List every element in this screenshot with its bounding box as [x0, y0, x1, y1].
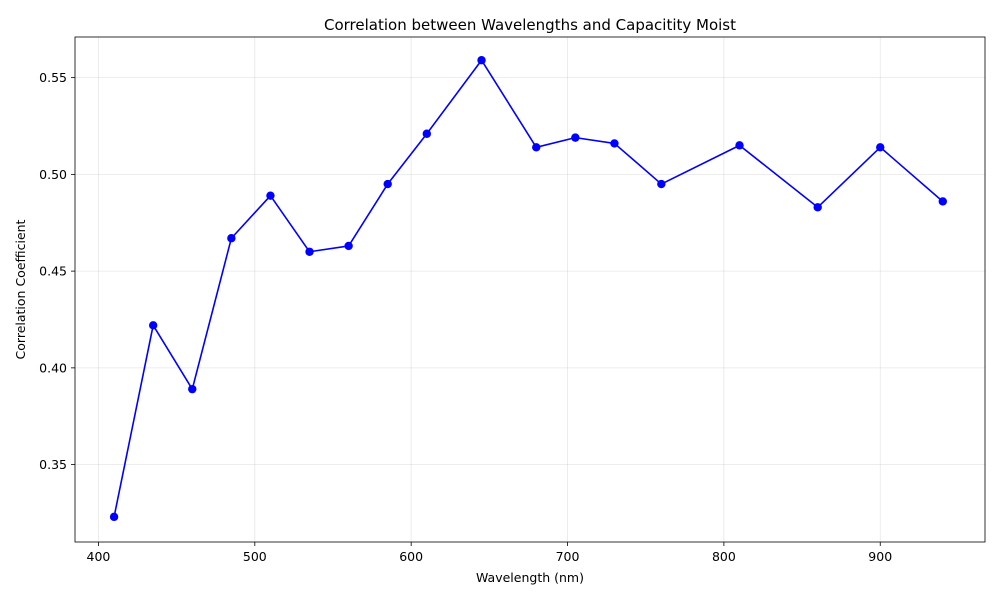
x-tick-label: 600 [399, 549, 423, 564]
data-point [227, 234, 236, 243]
y-axis-label: Correlation Coefficient [13, 219, 28, 359]
data-point [305, 247, 314, 256]
data-point [735, 141, 744, 150]
y-tick-label: 0.45 [39, 264, 67, 279]
data-point [657, 179, 666, 189]
x-tick-label: 800 [712, 549, 736, 564]
data-point [266, 191, 275, 200]
chart-title: Correlation between Wavelengths and Capa… [324, 16, 736, 34]
data-point [109, 512, 119, 522]
x-axis-label: Wavelength (nm) [476, 570, 584, 585]
x-tick-label: 500 [243, 549, 267, 564]
data-point [383, 179, 392, 189]
data-point [344, 241, 353, 251]
grid [75, 37, 985, 542]
data-point [876, 143, 885, 152]
data-point [477, 56, 486, 65]
data-point [938, 197, 947, 206]
data-point [422, 129, 432, 138]
data-point [571, 133, 580, 142]
y-tick-label: 0.35 [39, 457, 67, 472]
series-line [113, 59, 944, 518]
plot-frame [74, 36, 986, 543]
x-tick-label: 400 [87, 549, 111, 564]
data-point [532, 143, 541, 152]
data-point [188, 384, 197, 394]
x-tick-label: 700 [556, 549, 580, 564]
x-tick-label: 900 [868, 549, 892, 564]
series-layer [109, 56, 947, 522]
y-tick-label: 0.40 [39, 360, 67, 375]
data-point [610, 139, 619, 148]
y-tick-label: 0.55 [39, 70, 67, 85]
x-axis: 400 500 600 700 800 900 [87, 542, 892, 564]
data-point [148, 321, 158, 330]
y-axis: 0.35 0.40 0.45 0.50 0.55 [39, 70, 75, 472]
data-point [813, 203, 822, 212]
y-tick-label: 0.50 [39, 167, 67, 182]
